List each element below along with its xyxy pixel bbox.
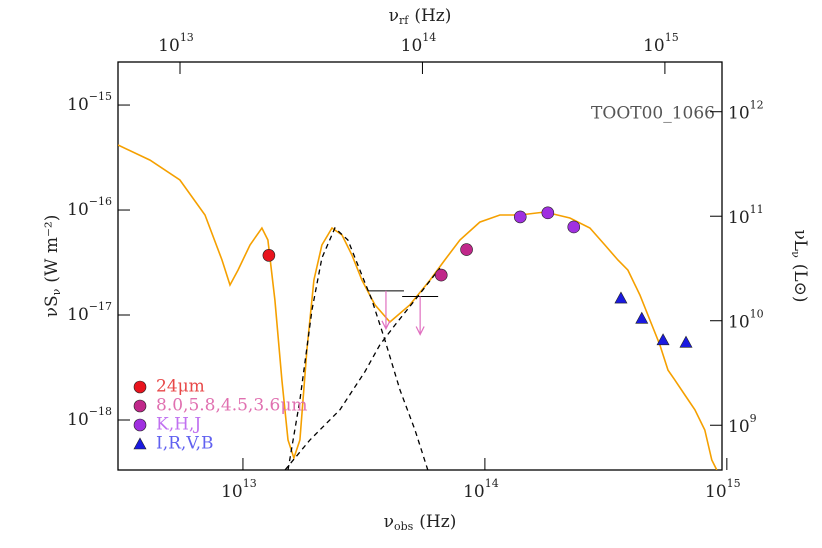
model-component: [284, 267, 441, 470]
y2-axis-label-unit: (L⊙): [791, 264, 811, 303]
y2-tick-label: 109: [728, 412, 757, 437]
y2-axis-label-symbol: νL: [791, 229, 811, 251]
y-tick-label-exp: −16: [89, 195, 112, 208]
y-tick-label: 10−17: [67, 300, 112, 325]
x-tick-label-exp: 14: [485, 477, 499, 490]
x-axis-label-symbol: ν: [384, 512, 394, 532]
x-tick-label: 1014: [463, 477, 499, 502]
plot-frame: [117, 61, 723, 471]
y-axis-label: νSν (W m⁻²): [42, 215, 64, 318]
y-tick-label: 10−16: [67, 195, 112, 220]
legend-label: 24μm: [156, 377, 205, 397]
y2-tick-label-base: 10: [728, 103, 750, 123]
legend-marker: [133, 399, 147, 413]
x2-axis-label-unit: (Hz): [414, 6, 451, 26]
y2-tick-label: 1010: [728, 308, 764, 333]
data-point: [541, 206, 555, 220]
legend-marker: [133, 418, 147, 432]
data-point: [262, 249, 276, 262]
y2-tick-label-exp: 12: [750, 99, 764, 112]
x-axis-label-unit: (Hz): [419, 512, 456, 532]
data-point: [513, 210, 527, 224]
data-point: [635, 311, 649, 324]
legend-marker: [133, 437, 147, 450]
x-tick-label-base: 10: [221, 482, 243, 502]
legend-label: I,R,V,B: [156, 434, 214, 454]
y-tick-label: 10−15: [67, 90, 112, 115]
x-tick-label-exp: 15: [727, 477, 741, 490]
x2-tick-label-exp: 14: [422, 31, 436, 44]
x2-tick-label: 1015: [643, 31, 679, 56]
data-point: [434, 268, 448, 282]
x2-tick-label-exp: 15: [665, 31, 679, 44]
y2-tick-label-base: 10: [728, 312, 750, 332]
y-tick-label-base: 10: [67, 305, 89, 325]
y2-tick-label-exp: 9: [750, 412, 757, 425]
upper-limit-arrow: [381, 290, 391, 331]
x-axis-label-sub: obs: [394, 520, 414, 533]
y-tick-label-exp: −17: [89, 300, 112, 313]
x-tick-label-exp: 13: [243, 477, 257, 490]
data-point: [567, 220, 581, 234]
x2-tick-label-base: 10: [643, 36, 665, 56]
data-point: [460, 243, 473, 256]
y-tick-label: 10−18: [67, 405, 112, 430]
y-axis-label-symbol: νS: [42, 295, 62, 317]
x-tick-label: 1013: [221, 477, 257, 502]
y-axis-label-unit: (W m⁻²): [42, 215, 62, 283]
plot-area: [118, 144, 718, 470]
model-component: [287, 226, 429, 470]
data-point: [679, 335, 693, 348]
legend-marker: [133, 380, 147, 394]
y2-tick-label: 1011: [728, 203, 764, 228]
y-tick-label-base: 10: [67, 95, 89, 115]
y2-tick-label: 1012: [728, 99, 764, 124]
y2-tick-label-exp: 11: [750, 203, 764, 216]
x2-tick-label: 1013: [158, 31, 194, 56]
x-tick-label-base: 10: [705, 482, 727, 502]
y-tick-label-base: 10: [67, 409, 89, 429]
upper-limit-arrow: [415, 296, 425, 336]
x2-axis-label-symbol: ν: [389, 6, 399, 26]
data-point: [614, 291, 628, 304]
y2-axis-label-sub: ν: [789, 251, 802, 258]
x2-tick-label-exp: 13: [180, 31, 194, 44]
x2-tick-label: 1014: [401, 31, 437, 56]
x2-tick-label-base: 10: [158, 36, 180, 56]
x-axis-label: νobs (Hz): [384, 512, 457, 534]
y-tick-label-base: 10: [67, 200, 89, 220]
y-tick-label-exp: −18: [89, 405, 112, 418]
x-tick-label-base: 10: [463, 482, 485, 502]
x-tick-label: 1015: [705, 477, 741, 502]
legend-label: K,H,J: [156, 415, 201, 435]
upper-limit: [367, 290, 404, 331]
y2-tick-label-base: 10: [728, 417, 750, 437]
y-tick-label-exp: −15: [89, 90, 112, 103]
source-label: TOOT00_1066: [591, 104, 715, 124]
y2-tick-label-base: 10: [728, 208, 750, 228]
model-total: [118, 144, 718, 470]
x2-axis-label: νrf (Hz): [389, 6, 452, 28]
data-point: [656, 333, 670, 346]
y-axis-label-sub: ν: [50, 288, 63, 295]
x2-axis-label-sub: rf: [399, 14, 409, 27]
y2-tick-label-exp: 10: [750, 308, 764, 321]
y2-axis-label: νLν (L⊙): [789, 229, 811, 302]
x2-tick-label-base: 10: [401, 36, 423, 56]
legend-label: 8.0,5.8,4.5,3.6μm: [156, 396, 308, 416]
upper-limit: [402, 296, 439, 336]
